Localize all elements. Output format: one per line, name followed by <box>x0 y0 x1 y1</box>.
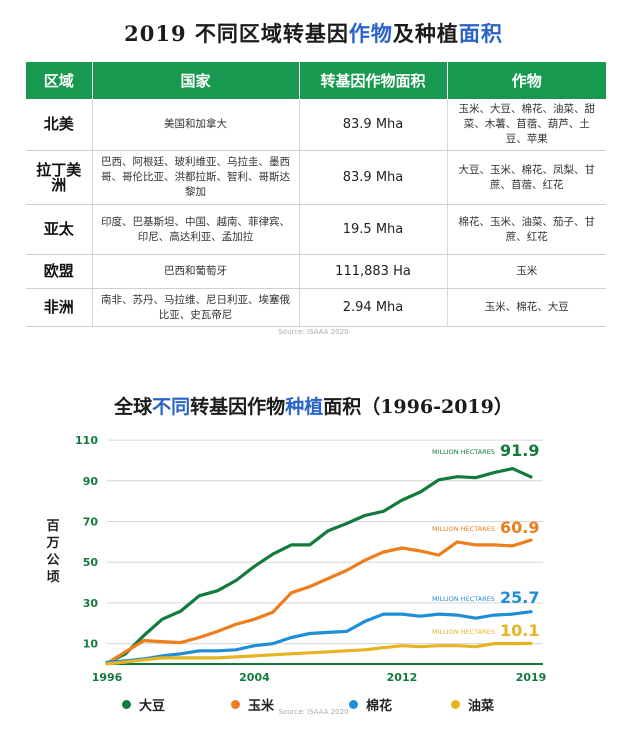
chart-source: Source: ISAAA 2020 <box>278 708 349 716</box>
countries-cell: 印度、巴基斯坦、中国、越南、菲律宾、印尼、高达利亚、孟加拉 <box>92 204 300 255</box>
region-cell: 欧盟 <box>26 254 93 289</box>
countries-cell: 南非、苏丹、马拉维、尼日利亚、埃塞俄比亚、史瓦帝尼 <box>92 288 300 327</box>
end-value-label: 60.9 <box>500 518 539 537</box>
x-tick-label: 1996 <box>92 671 123 684</box>
chart-title-mid: 转基因作物 <box>190 396 286 418</box>
header-region: 区域 <box>26 62 93 99</box>
end-labels: MILLION HECTARES 91.9 MILLION HECTARES 60.9… <box>432 441 539 640</box>
area-cell: 19.5 Mha <box>299 204 448 255</box>
region-cell: 北美 <box>26 99 93 151</box>
unit-label: MILLION HECTARES <box>432 628 495 636</box>
gridlines <box>107 439 543 645</box>
area-cell: 83.9 Mha <box>299 99 448 151</box>
chart-title-highlight-planting: 种植 <box>285 396 324 418</box>
countries-cell: 巴西、阿根廷、玻利维亚、乌拉圭、墨西哥、哥伦比亚、洪都拉斯、智利、哥斯达黎加 <box>92 150 300 205</box>
table-title-mid: 及种植 <box>392 21 459 46</box>
table-header-row: 区域 国家 转基因作物面积 作物 <box>26 62 606 99</box>
legend-item-corn: 玉米 <box>231 695 274 714</box>
unit-label: MILLION HECTARES <box>432 448 495 456</box>
crops-cell: 玉米、棉花、大豆 <box>447 288 606 327</box>
table-title-highlight-crops: 作物 <box>348 21 393 46</box>
y-tick-label: 90 <box>83 475 99 488</box>
end-value-label: 25.7 <box>500 588 539 607</box>
header-gm-area: 转基因作物面积 <box>299 62 448 99</box>
series-line-油菜 <box>105 641 533 666</box>
unit-label: MILLION HECTARES <box>432 525 495 533</box>
chart-title: 全球不同转基因作物种植面积（1996-2019） <box>0 392 627 419</box>
legend-soybean-label: 大豆 <box>139 699 166 714</box>
legend-corn-dot-icon <box>231 700 240 709</box>
region-cell: 拉丁美洲 <box>26 150 93 205</box>
legend-item-canola: 油菜 <box>451 695 494 714</box>
header-crops: 作物 <box>447 62 606 99</box>
legend-cotton-label: 棉花 <box>366 699 393 714</box>
table-row: 拉丁美洲 巴西、阿根廷、玻利维亚、乌拉圭、墨西哥、哥伦比亚、洪都拉斯、智利、哥斯… <box>26 150 606 205</box>
legend-cotton-dot-icon <box>349 700 358 709</box>
header-country: 国家 <box>92 62 300 99</box>
y-axis-label: 百万公顷 <box>46 519 60 585</box>
crops-cell: 玉米 <box>447 254 606 289</box>
table-row: 非洲 南非、苏丹、马拉维、尼日利亚、埃塞俄比亚、史瓦帝尼 2.94 Mha 玉米… <box>26 288 606 327</box>
line-chart: 10 30 50 70 90 110 1996 2004 2012 2019 MILLION HE… <box>75 434 546 684</box>
series-lines <box>105 467 533 666</box>
legend-soybean-dot-icon <box>122 700 131 709</box>
table-row: 北美 美国和加拿大 83.9 Mha 玉米、大豆、棉花、油菜、甜菜、木薯、苜蓿、… <box>26 99 606 151</box>
series-line-棉花 <box>105 610 533 665</box>
crops-cell: 玉米、大豆、棉花、油菜、甜菜、木薯、苜蓿、葫芦、土豆、苹果 <box>447 99 606 151</box>
end-value-label: 10.1 <box>500 621 539 640</box>
legend-corn-label: 玉米 <box>248 699 275 714</box>
table-title: 2019 不同区域转基因作物及种植面积 <box>0 18 627 48</box>
series-line-玉米 <box>105 538 533 666</box>
legend-canola-label: 油菜 <box>468 699 495 714</box>
countries-cell: 巴西和葡萄牙 <box>92 254 300 289</box>
legend-item-cotton: 棉花 <box>349 695 392 714</box>
y-tick-label: 110 <box>75 434 98 447</box>
chart-title-highlight-different: 不同 <box>152 396 191 418</box>
x-tick-label: 2012 <box>387 671 418 684</box>
table-source: Source: ISAAA 2020 <box>278 328 349 336</box>
region-cell: 非洲 <box>26 288 93 327</box>
table-title-highlight-area: 面积 <box>458 21 503 46</box>
region-cell: 亚太 <box>26 204 93 255</box>
x-tick-label: 2004 <box>239 671 270 684</box>
area-cell: 2.94 Mha <box>299 288 448 327</box>
legend-item-soybean: 大豆 <box>122 695 165 714</box>
unit-label: MILLION HECTARES <box>432 595 495 603</box>
region-table: 区域 国家 转基因作物面积 作物 北美 美国和加拿大 83.9 Mha 玉米、大… <box>26 62 606 327</box>
area-cell: 83.9 Mha <box>299 150 448 205</box>
legend-canola-dot-icon <box>451 700 460 709</box>
axes: 10 30 50 70 90 110 1996 2004 2012 2019 <box>75 434 546 684</box>
y-tick-label: 30 <box>83 597 99 610</box>
chart-title-suffix: 面积（1996-2019） <box>323 396 513 418</box>
y-tick-label: 10 <box>83 638 99 651</box>
chart-title-prefix: 全球 <box>114 396 153 418</box>
crops-cell: 大豆、玉米、棉花、凤梨、甘蔗、苜蓿、红花 <box>447 150 606 205</box>
y-tick-label: 50 <box>83 556 99 569</box>
x-tick-label: 2019 <box>516 671 547 684</box>
area-cell: 111,883 Ha <box>299 254 448 289</box>
series-line-大豆 <box>105 467 533 665</box>
table-row: 欧盟 巴西和葡萄牙 111,883 Ha 玉米 <box>26 254 606 289</box>
end-value-label: 91.9 <box>500 441 539 460</box>
y-tick-label: 70 <box>83 516 99 529</box>
countries-cell: 美国和加拿大 <box>92 99 300 151</box>
table-row: 亚太 印度、巴基斯坦、中国、越南、菲律宾、印尼、高达利亚、孟加拉 19.5 Mh… <box>26 204 606 255</box>
crops-cell: 棉花、玉米、油菜、茄子、甘蔗、红花 <box>447 204 606 255</box>
table-title-prefix: 2019 不同区域转基因 <box>124 21 349 46</box>
